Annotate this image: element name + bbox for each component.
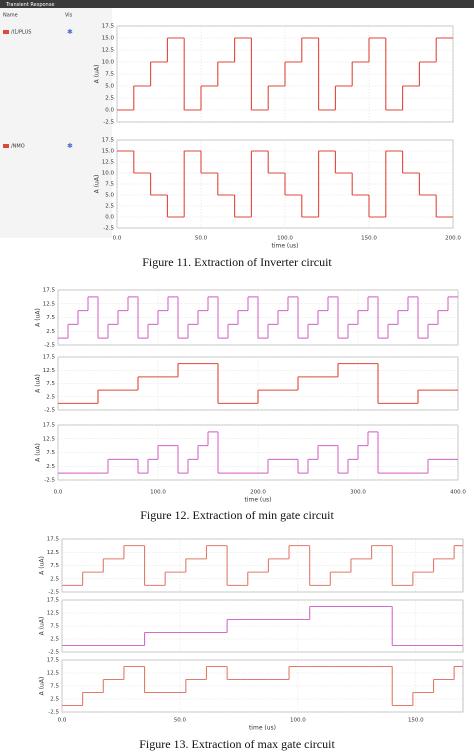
y-axis-label: A (uA) bbox=[39, 677, 46, 696]
y-tick-label: 12.5 bbox=[43, 368, 56, 374]
legend-label: /NMO bbox=[11, 144, 25, 150]
y-tick-label: 12.5 bbox=[102, 160, 115, 166]
x-tick-label: 100.0 bbox=[150, 490, 166, 496]
y-tick-label: 17.5 bbox=[43, 423, 56, 429]
x-tick-label: 0.0 bbox=[54, 490, 63, 496]
y-tick-label: 12.5 bbox=[47, 611, 60, 617]
y-tick-label: 2.5 bbox=[50, 576, 59, 582]
figure-caption: Figure 13. Extraction of max gate circui… bbox=[139, 737, 335, 751]
x-tick-label: 200.0 bbox=[250, 490, 266, 496]
y-tick-label: 12.5 bbox=[43, 436, 56, 442]
y-tick-label: 12.5 bbox=[102, 48, 115, 54]
x-tick-label: 150.0 bbox=[361, 236, 377, 242]
y-axis-label: A (uA) bbox=[94, 65, 101, 84]
y-tick-label: -2.5 bbox=[103, 120, 114, 126]
y-tick-label: 7.5 bbox=[105, 182, 114, 188]
y-tick-label: 0.0 bbox=[105, 108, 114, 114]
x-tick-label: 0.0 bbox=[58, 718, 67, 724]
x-axis-label: time (us) bbox=[271, 243, 298, 250]
legend-vis: ✱ bbox=[67, 28, 73, 36]
x-tick-label: 150.0 bbox=[408, 718, 424, 724]
x-tick-label: 50.0 bbox=[174, 718, 187, 724]
y-tick-label: 2.5 bbox=[50, 697, 59, 703]
y-tick-label: 10.0 bbox=[102, 171, 115, 177]
legend-header: Vis bbox=[65, 13, 73, 19]
y-tick-label: 7.5 bbox=[50, 684, 59, 690]
y-tick-label: -2.5 bbox=[44, 408, 55, 414]
x-tick-label: 100.0 bbox=[290, 718, 306, 724]
window-title: Transient Response bbox=[5, 2, 54, 8]
y-tick-label: 17.5 bbox=[47, 598, 60, 604]
y-axis-label: A (uA) bbox=[39, 556, 46, 575]
y-tick-label: -2.5 bbox=[103, 226, 114, 232]
y-tick-label: -2.5 bbox=[48, 650, 59, 656]
y-tick-label: -2.5 bbox=[44, 343, 55, 349]
figure-caption: Figure 11. Extraction of Inverter circui… bbox=[142, 255, 332, 269]
y-tick-label: 7.5 bbox=[46, 315, 55, 321]
legend-label: /I1/PLUS bbox=[11, 30, 31, 36]
y-tick-label: 7.5 bbox=[105, 72, 114, 78]
y-tick-label: 2.5 bbox=[50, 637, 59, 643]
y-axis-label: A (uA) bbox=[39, 617, 46, 636]
y-tick-label: 12.5 bbox=[43, 301, 56, 307]
legend-header: Name bbox=[3, 13, 18, 19]
y-tick-label: 7.5 bbox=[50, 624, 59, 630]
y-tick-label: 7.5 bbox=[46, 450, 55, 456]
y-tick-label: 2.5 bbox=[105, 204, 114, 210]
y-tick-label: 17.5 bbox=[43, 355, 56, 361]
y-tick-label: 2.5 bbox=[46, 394, 55, 400]
legend-panel bbox=[0, 8, 112, 238]
window-header bbox=[0, 0, 474, 8]
x-tick-label: 50.0 bbox=[195, 236, 208, 242]
x-axis-label: time (us) bbox=[244, 497, 271, 504]
y-axis-label: A (uA) bbox=[35, 374, 42, 393]
legend-vis: ✱ bbox=[67, 142, 73, 150]
legend-swatch bbox=[3, 144, 9, 148]
x-tick-label: 100.0 bbox=[277, 236, 293, 242]
y-tick-label: -2.5 bbox=[44, 478, 55, 484]
figure-caption: Figure 12. Extraction of min gate circui… bbox=[140, 508, 334, 522]
y-tick-label: 7.5 bbox=[50, 563, 59, 569]
y-tick-label: -2.5 bbox=[48, 590, 59, 596]
y-tick-label: 17.5 bbox=[43, 288, 56, 294]
x-tick-label: 300.0 bbox=[350, 490, 366, 496]
y-tick-label: 7.5 bbox=[46, 381, 55, 387]
y-tick-label: 17.5 bbox=[47, 537, 60, 543]
y-axis-label: A (uA) bbox=[35, 443, 42, 462]
y-tick-label: 17.5 bbox=[47, 658, 60, 664]
y-tick-label: 0.0 bbox=[105, 215, 114, 221]
y-tick-label: 15.0 bbox=[102, 149, 115, 155]
y-tick-label: 17.5 bbox=[102, 24, 115, 30]
y-tick-label: 12.5 bbox=[47, 671, 60, 677]
y-tick-label: 2.5 bbox=[46, 464, 55, 470]
y-tick-label: -2.5 bbox=[48, 710, 59, 716]
x-tick-label: 200.0 bbox=[445, 236, 461, 242]
y-tick-label: 2.5 bbox=[105, 96, 114, 102]
y-tick-label: 15.0 bbox=[102, 36, 115, 42]
y-tick-label: 12.5 bbox=[47, 550, 60, 556]
x-tick-label: 0.0 bbox=[113, 236, 122, 242]
y-tick-label: 17.5 bbox=[102, 138, 115, 144]
legend-swatch bbox=[3, 30, 9, 34]
y-axis-label: A (uA) bbox=[94, 175, 101, 194]
y-tick-label: 2.5 bbox=[46, 329, 55, 335]
x-axis-label: time (us) bbox=[249, 725, 276, 732]
y-tick-label: 5.0 bbox=[105, 193, 114, 199]
y-tick-label: 5.0 bbox=[105, 84, 114, 90]
y-axis-label: A (uA) bbox=[35, 308, 42, 327]
y-tick-label: 10.0 bbox=[102, 60, 115, 66]
x-tick-label: 400.0 bbox=[450, 490, 466, 496]
